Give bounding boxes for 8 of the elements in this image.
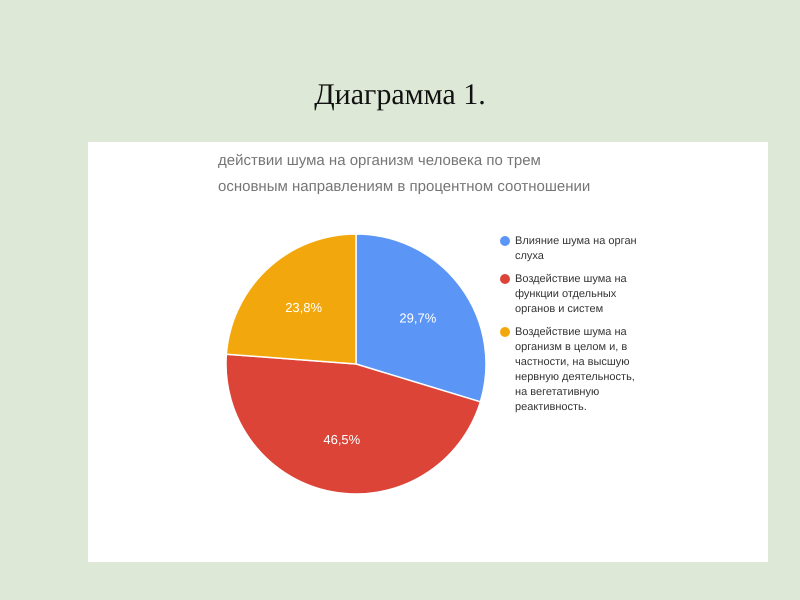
data-label: 29,7% bbox=[399, 310, 437, 326]
legend-label: Влияние шума на орган слуха bbox=[515, 234, 638, 264]
legend-label: Воздействие шума на организм в целом и, в частности, на высшую нервную деятельность, на вегетативную реактивность. bbox=[515, 325, 636, 415]
legend-label: Воздействие шума на функции отдельных органов и систем bbox=[515, 272, 628, 317]
chart-title: Диаграмма 1. bbox=[313, 78, 487, 112]
data-label: 23,8% bbox=[285, 300, 323, 316]
data-label: 46,5% bbox=[323, 432, 361, 448]
chart-subtitle: действии шума на организм человека по трем основным направлениям в процентном соотношении bbox=[218, 151, 592, 197]
